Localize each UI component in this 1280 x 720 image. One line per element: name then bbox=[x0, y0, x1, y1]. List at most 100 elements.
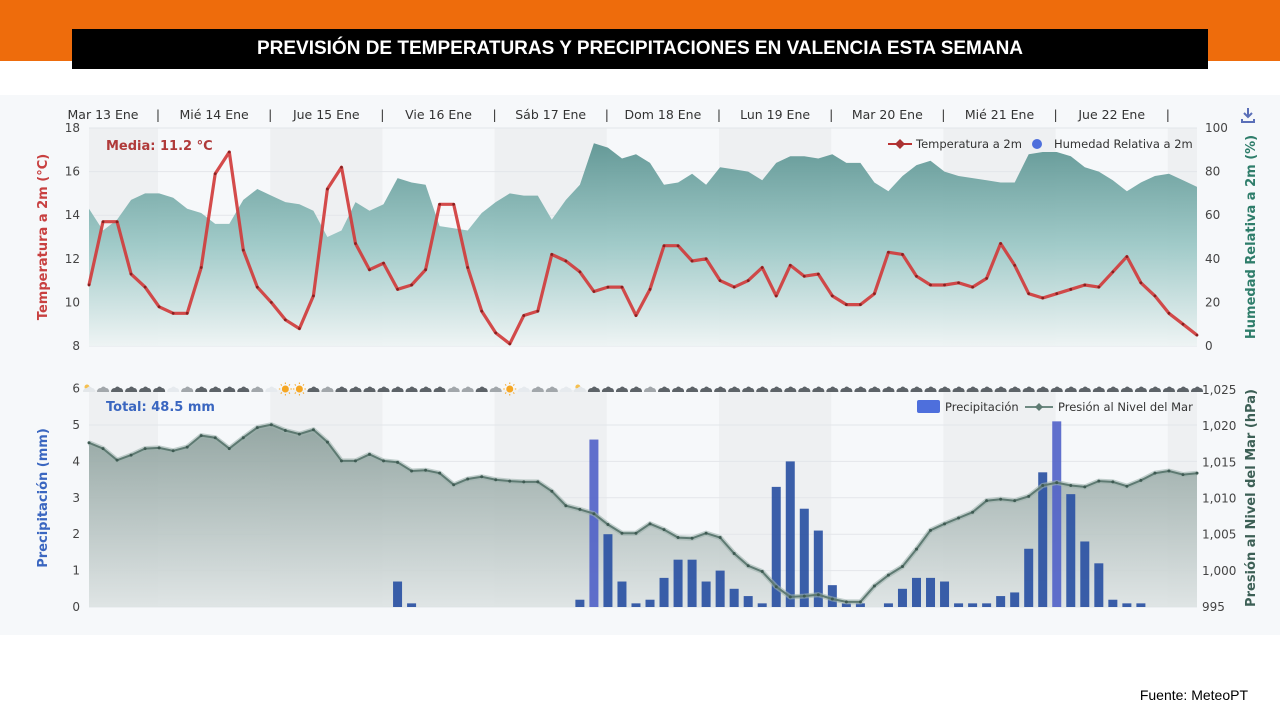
pressure-point bbox=[999, 497, 1003, 501]
pressure-point bbox=[129, 453, 133, 457]
pressure-point bbox=[536, 480, 540, 484]
cloud-icon bbox=[545, 386, 558, 392]
cloud-icon bbox=[335, 386, 348, 392]
precipitation-bar bbox=[954, 603, 964, 607]
cloud-icon bbox=[1092, 386, 1105, 392]
cloud-icon bbox=[391, 386, 404, 392]
weather-icon-dark-cloud bbox=[924, 386, 937, 392]
day-separator: | bbox=[717, 107, 721, 122]
weather-icon-dark-cloud bbox=[377, 386, 390, 392]
precipitation-bar bbox=[968, 603, 978, 607]
weather-icon-dark-cloud bbox=[868, 386, 881, 392]
y2-tick-label: 995 bbox=[1202, 600, 1225, 614]
temperature-point bbox=[1013, 263, 1017, 267]
pressure-point bbox=[452, 483, 456, 487]
pressure-point bbox=[564, 504, 568, 508]
temperature-point bbox=[943, 283, 946, 287]
temperature-point bbox=[606, 285, 610, 289]
temperature-point bbox=[901, 253, 904, 256]
temperature-point bbox=[662, 244, 666, 248]
weather-icon-dark-cloud bbox=[1008, 386, 1021, 392]
pressure-point bbox=[396, 460, 400, 464]
pressure-point bbox=[368, 452, 372, 456]
source-caption: Fuente: MeteoPT bbox=[1139, 687, 1248, 703]
day-label: Jue 15 Ene bbox=[292, 107, 360, 122]
weather-icon-dark-cloud bbox=[980, 386, 993, 392]
weather-icon-dark-cloud bbox=[391, 386, 404, 392]
weather-icon-dark-cloud bbox=[153, 386, 166, 392]
precipitation-bar bbox=[589, 439, 599, 607]
precipitation-bar bbox=[813, 530, 823, 607]
pressure-point bbox=[606, 523, 610, 527]
weather-icon-dark-cloud bbox=[994, 386, 1007, 392]
weather-icon-fog bbox=[517, 386, 530, 392]
temperature-point bbox=[1153, 294, 1157, 298]
day-label: Lun 19 Ene bbox=[740, 107, 810, 122]
y-tick-label: 0 bbox=[72, 600, 80, 614]
temperature-point bbox=[241, 248, 245, 252]
y2-axis-title: Humedad Relativa a 2m (%) bbox=[1244, 135, 1259, 339]
weather-icon-dark-cloud bbox=[139, 386, 152, 392]
precipitation-bar bbox=[743, 596, 753, 607]
precipitation-bar bbox=[911, 577, 921, 607]
pressure-point bbox=[704, 531, 708, 535]
temperature-point bbox=[929, 283, 932, 287]
y-tick-label: 10 bbox=[65, 295, 80, 309]
y2-tick-label: 1,020 bbox=[1202, 419, 1236, 433]
y2-tick-label: 1,000 bbox=[1202, 564, 1236, 578]
pressure-point bbox=[1083, 485, 1087, 489]
precipitation-bar bbox=[1066, 494, 1076, 607]
temperature-point bbox=[1069, 287, 1073, 291]
weather-icon-dark-cloud bbox=[700, 386, 713, 392]
legend-precipitation[interactable]: Precipitación bbox=[917, 400, 1019, 414]
legend-temperature[interactable]: Temperatura a 2m bbox=[888, 137, 1022, 151]
temperature-point bbox=[634, 314, 638, 317]
cloud-icon bbox=[111, 386, 124, 392]
precipitation-bar bbox=[715, 570, 725, 607]
temperature-point bbox=[143, 285, 147, 289]
weather-icon-dark-cloud bbox=[938, 386, 951, 392]
weather-icon-dark-cloud bbox=[307, 386, 320, 392]
temperature-point bbox=[550, 253, 554, 256]
legend-diamond-icon bbox=[895, 139, 905, 149]
weather-icon-dark-cloud bbox=[111, 386, 124, 392]
precipitation-total-label: Total: 48.5 mm bbox=[106, 400, 215, 415]
temperature-point bbox=[354, 242, 357, 245]
cloud-icon bbox=[672, 386, 685, 392]
y2-tick-label: 100 bbox=[1205, 121, 1228, 135]
y2-axis-title: Presión al Nivel del Mar (hPa) bbox=[1244, 389, 1259, 607]
weather-icon-dark-cloud bbox=[1050, 386, 1063, 392]
weather-icon-dark-cloud bbox=[475, 386, 488, 392]
temperature-point bbox=[410, 283, 413, 287]
cloud-icon bbox=[181, 386, 194, 392]
weather-icon-dark-cloud bbox=[125, 386, 138, 392]
precipitation-bar bbox=[603, 534, 613, 607]
cloud-icon bbox=[475, 386, 488, 392]
cloud-icon bbox=[1148, 386, 1161, 392]
weather-icon-dark-cloud bbox=[686, 386, 699, 392]
day-label: Jue 22 Ene bbox=[1077, 107, 1145, 122]
temperature-point bbox=[915, 274, 918, 278]
temperature-point bbox=[340, 165, 343, 169]
cloud-icon bbox=[980, 386, 993, 392]
temperature-point bbox=[480, 309, 484, 313]
download-icon[interactable] bbox=[1241, 108, 1255, 123]
cloud-icon bbox=[1191, 386, 1203, 392]
pressure-point bbox=[718, 536, 722, 540]
pressure-point bbox=[900, 564, 904, 568]
cloud-icon bbox=[405, 386, 418, 392]
pressure-point bbox=[844, 600, 848, 604]
weather-icon-dark-cloud bbox=[615, 386, 628, 392]
cloud-icon bbox=[868, 386, 881, 392]
legend-pressure[interactable]: Presión al Nivel del Mar bbox=[1025, 400, 1193, 414]
day-separator: | bbox=[1166, 107, 1170, 122]
precipitation-bar bbox=[982, 603, 992, 607]
pressure-point bbox=[746, 564, 750, 568]
temperature-point bbox=[157, 305, 161, 309]
pressure-point bbox=[213, 436, 217, 440]
temperature-point bbox=[746, 279, 750, 282]
pressure-point bbox=[199, 434, 203, 438]
y-axis-title: Temperatura a 2m (°C) bbox=[36, 154, 51, 320]
legend-humidity[interactable]: Humedad Relativa a 2m bbox=[1032, 137, 1193, 151]
pressure-point bbox=[1153, 471, 1157, 475]
